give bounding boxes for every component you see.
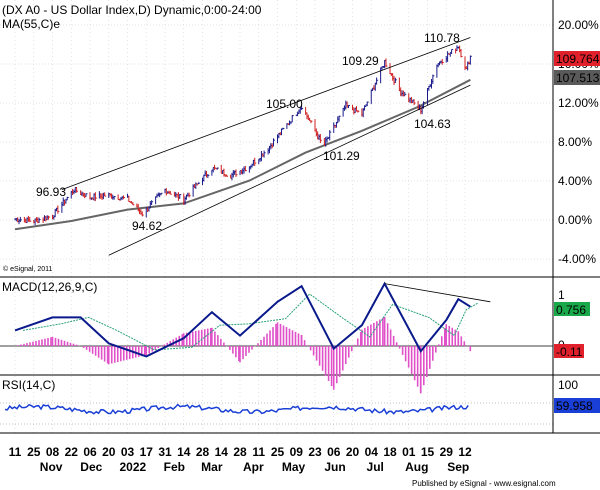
annotation-110-78: 110.78 xyxy=(424,31,460,45)
month-label: Dec xyxy=(80,460,102,474)
date-tick-label: 03 xyxy=(121,445,135,459)
price-tick-label: 4.00% xyxy=(558,174,592,188)
rsi-badge: 59.958 xyxy=(556,399,593,413)
chart-title: (DX A0 - US Dollar Index,D) Dynamic,0:00… xyxy=(2,3,262,17)
date-tick-label: 01 xyxy=(402,445,416,459)
price-tick-label: 12.00% xyxy=(558,96,599,110)
month-label: Feb xyxy=(164,460,185,474)
macd-signal-line xyxy=(22,293,479,351)
month-label: Aug xyxy=(405,460,428,474)
rsi-badge-bg xyxy=(554,398,600,413)
rsi-title: RSI(14,C) xyxy=(2,378,55,392)
date-tick-label: 11 xyxy=(9,445,22,459)
month-label: Apr xyxy=(243,460,264,474)
date-tick-label: 20 xyxy=(102,445,116,459)
date-tick-label: 14 xyxy=(215,445,229,459)
month-label: Mar xyxy=(201,460,223,474)
price-tick-label: 20.00% xyxy=(558,18,599,32)
annotation-104-63: 104.63 xyxy=(414,117,451,131)
annotation-96-93: 96.93 xyxy=(36,185,66,199)
ma-badge: 107.513 xyxy=(556,71,600,85)
date-tick-label: 09 xyxy=(290,445,304,459)
date-axis: 11 25 08 22 06 20 03 17 31 14 28 14 28 11 25 09 23 06 20 04… xyxy=(9,445,472,474)
month-label: Nov xyxy=(40,460,63,474)
date-tick-label: 15 xyxy=(421,445,435,459)
price-badge-bg xyxy=(554,51,600,66)
rsi-layer xyxy=(4,403,469,415)
ma-badge-bg xyxy=(554,70,600,85)
month-label: Jun xyxy=(324,460,345,474)
hist-badge-bg xyxy=(554,344,584,358)
annotation-109-29: 109.29 xyxy=(342,54,379,68)
date-tick-label: 08 xyxy=(46,445,60,459)
date-tick-label: 28 xyxy=(233,445,247,459)
upper-trend-line xyxy=(61,37,471,190)
date-tick-label: 14 xyxy=(177,445,191,459)
month-label: May xyxy=(282,460,306,474)
ma-line xyxy=(14,78,471,231)
date-tick-label: 25 xyxy=(27,445,41,459)
date-tick-label: 17 xyxy=(140,445,154,459)
date-tick-label: 31 xyxy=(158,445,172,459)
rsi-tick-100: 100 xyxy=(558,378,578,392)
date-tick-label: 22 xyxy=(65,445,79,459)
annotation-94-62: 94.62 xyxy=(132,219,162,233)
date-tick-label: 29 xyxy=(440,445,454,459)
macd-title: MACD(12,26,9,C) xyxy=(2,280,97,294)
ma-line-layer xyxy=(14,78,471,231)
price-bars-layer xyxy=(14,45,472,226)
ma-label: MA(55,C)e xyxy=(2,17,60,31)
month-label: Sep xyxy=(447,460,469,474)
copyright-label: © eSignal, 2011 xyxy=(3,265,53,273)
macd-badge-bg xyxy=(554,302,590,316)
price-tick-label: -4.00% xyxy=(558,252,596,266)
date-tick-label: 23 xyxy=(308,445,322,459)
price-tick-label: 0.00% xyxy=(558,213,592,227)
footer-label: Published by eSignal - www.esignal.com xyxy=(412,479,556,488)
macd-divergence-line xyxy=(384,283,491,303)
month-label: Jul xyxy=(367,460,384,474)
lower-trend-line xyxy=(108,84,471,256)
annotation-101-29: 101.29 xyxy=(323,149,360,163)
date-tick-label: 20 xyxy=(346,445,360,459)
hist-badge: -0.11 xyxy=(556,345,583,359)
date-tick-label: 06 xyxy=(83,445,97,459)
date-tick-label: 06 xyxy=(327,445,341,459)
trend-lines-layer xyxy=(61,37,471,256)
month-label: 2022 xyxy=(119,460,146,474)
date-tick-label: 25 xyxy=(271,445,285,459)
date-tick-label: 04 xyxy=(365,445,379,459)
macd-tick-1: 1 xyxy=(558,288,565,302)
macd-line xyxy=(14,281,471,358)
date-tick-label: 12 xyxy=(458,445,472,459)
price-tick-label: 8.00% xyxy=(558,135,592,149)
price-badge: 109.764 xyxy=(556,52,600,66)
date-tick-label: 18 xyxy=(383,445,397,459)
macd-badge: 0.756 xyxy=(556,303,586,317)
annotation-105-00: 105.00 xyxy=(266,97,303,111)
macd-layer xyxy=(14,281,491,394)
rsi-line xyxy=(4,403,469,415)
date-tick-label: 11 xyxy=(252,445,265,459)
date-tick-label: 28 xyxy=(196,445,210,459)
